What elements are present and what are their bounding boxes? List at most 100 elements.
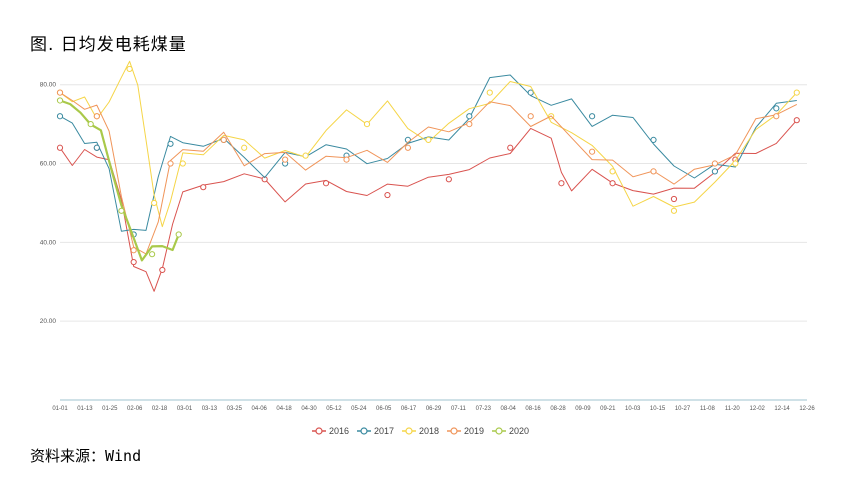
series-point-2020 [118,207,125,214]
series-point-2020 [148,251,156,258]
series-point-2019 [589,148,596,155]
x-tick-label: 12-26 [799,406,815,412]
x-tick-label: 03-13 [202,406,218,412]
series-point-2016 [558,180,565,187]
series-point-2019 [343,156,350,163]
series-point-2016 [56,144,64,151]
series-point-2017 [650,136,657,143]
series-point-2018 [486,89,493,96]
series-point-2018 [363,121,371,128]
x-tick-label: 05-24 [351,406,367,412]
legend-label-2017: 2017 [374,426,394,436]
x-tick-label: 06-05 [376,406,392,412]
series-line-2016 [59,119,798,292]
series-layer [56,60,800,292]
series-point-2017 [527,89,534,96]
series-point-2019 [93,113,100,120]
series-point-2019 [404,144,412,151]
series-point-2018 [670,207,678,214]
source-note: 资料来源：Wind [30,447,142,465]
x-tick-label: 10-27 [675,406,691,412]
series-point-2019 [167,160,174,167]
legend-marker-2018 [405,427,413,435]
series-point-2016 [261,176,268,183]
x-tick-label: 01-01 [52,406,68,412]
x-tick-label: 05-12 [326,406,342,412]
x-tick-label: 06-29 [426,406,442,412]
series-point-2016 [793,117,800,124]
series-point-2016 [670,195,678,203]
x-tick-label: 03-01 [177,406,193,412]
x-tick-label: 02-06 [127,406,143,412]
legend-label-2019: 2019 [464,426,484,436]
series-point-2019 [130,247,137,254]
x-tick-label: 11-20 [725,406,741,412]
series-point-2017 [404,136,412,143]
chart-title: 图. 日均发电耗煤量 [30,35,187,55]
series-point-2019 [650,168,657,175]
y-tick-label: 60.00 [40,161,57,168]
x-tick-label: 12-14 [774,406,790,412]
series-point-2017 [167,140,174,147]
series-point-2017 [589,113,596,120]
series-point-2018 [151,199,158,207]
x-tick-label: 11-08 [700,406,716,412]
series-point-2020 [175,231,182,238]
legend: 2016 2017 2018 2019 2020 [312,426,529,436]
legend-marker-2020 [495,427,503,435]
series-point-2018 [179,160,186,167]
series-point-2017 [711,168,719,175]
x-axis: 01-01 01-13 01-25 02-06 02-18 03-01 03-13 03-25… [52,406,815,412]
x-tick-label: 10-03 [625,406,641,412]
series-point-2016 [384,191,391,199]
legend-marker-2017 [360,427,368,435]
x-tick-label: 09-09 [575,406,591,412]
x-tick-label: 08-16 [525,406,541,412]
x-tick-label: 10-15 [650,406,666,412]
x-tick-label: 03-25 [227,406,243,412]
x-tick-label: 04-30 [301,406,317,412]
x-tick-label: 04-18 [276,406,292,412]
legend-marker-2019 [450,427,458,435]
series-point-2016 [130,258,137,266]
y-tick-label: 40.00 [40,239,57,246]
series-line-2019 [59,92,798,255]
series-point-2018 [793,89,800,96]
series-point-2018 [302,152,309,159]
series-point-2017 [773,105,780,112]
series-point-2019 [282,156,289,163]
x-tick-label: 07-11 [451,406,467,412]
y-tick-label: 80.00 [40,82,57,89]
series-point-2016 [445,176,452,183]
series-point-2017 [56,113,64,120]
x-tick-label: 04-06 [252,406,268,412]
series-point-2020 [56,97,64,104]
series-point-2016 [507,144,514,151]
x-tick-label: 01-13 [77,406,93,412]
y-axis: 20.00 40.00 60.00 80.00 [40,82,57,325]
series-point-2018 [241,144,248,151]
x-tick-label: 09-21 [600,406,616,412]
legend-marker-2016 [315,427,323,435]
legend-label-2020: 2020 [509,426,529,436]
series-point-2016 [200,184,207,191]
series-point-2020 [87,121,94,128]
series-point-2018 [732,160,739,167]
series-point-2019 [466,121,473,128]
series-point-2017 [93,144,100,151]
series-point-2016 [322,180,330,187]
legend-label-2018: 2018 [419,426,439,436]
series-line-2020 [59,99,180,262]
x-tick-label: 06-17 [401,406,417,412]
series-point-2019 [711,160,719,167]
series-point-2019 [527,113,534,120]
series-point-2018 [609,168,616,175]
grid-layer [60,84,807,401]
series-point-2019 [220,136,227,143]
series-point-2016 [609,180,616,187]
y-tick-label: 20.00 [40,318,57,325]
x-tick-label: 08-04 [501,406,517,412]
series-point-2019 [773,113,780,120]
x-tick-label: 02-18 [152,406,168,412]
